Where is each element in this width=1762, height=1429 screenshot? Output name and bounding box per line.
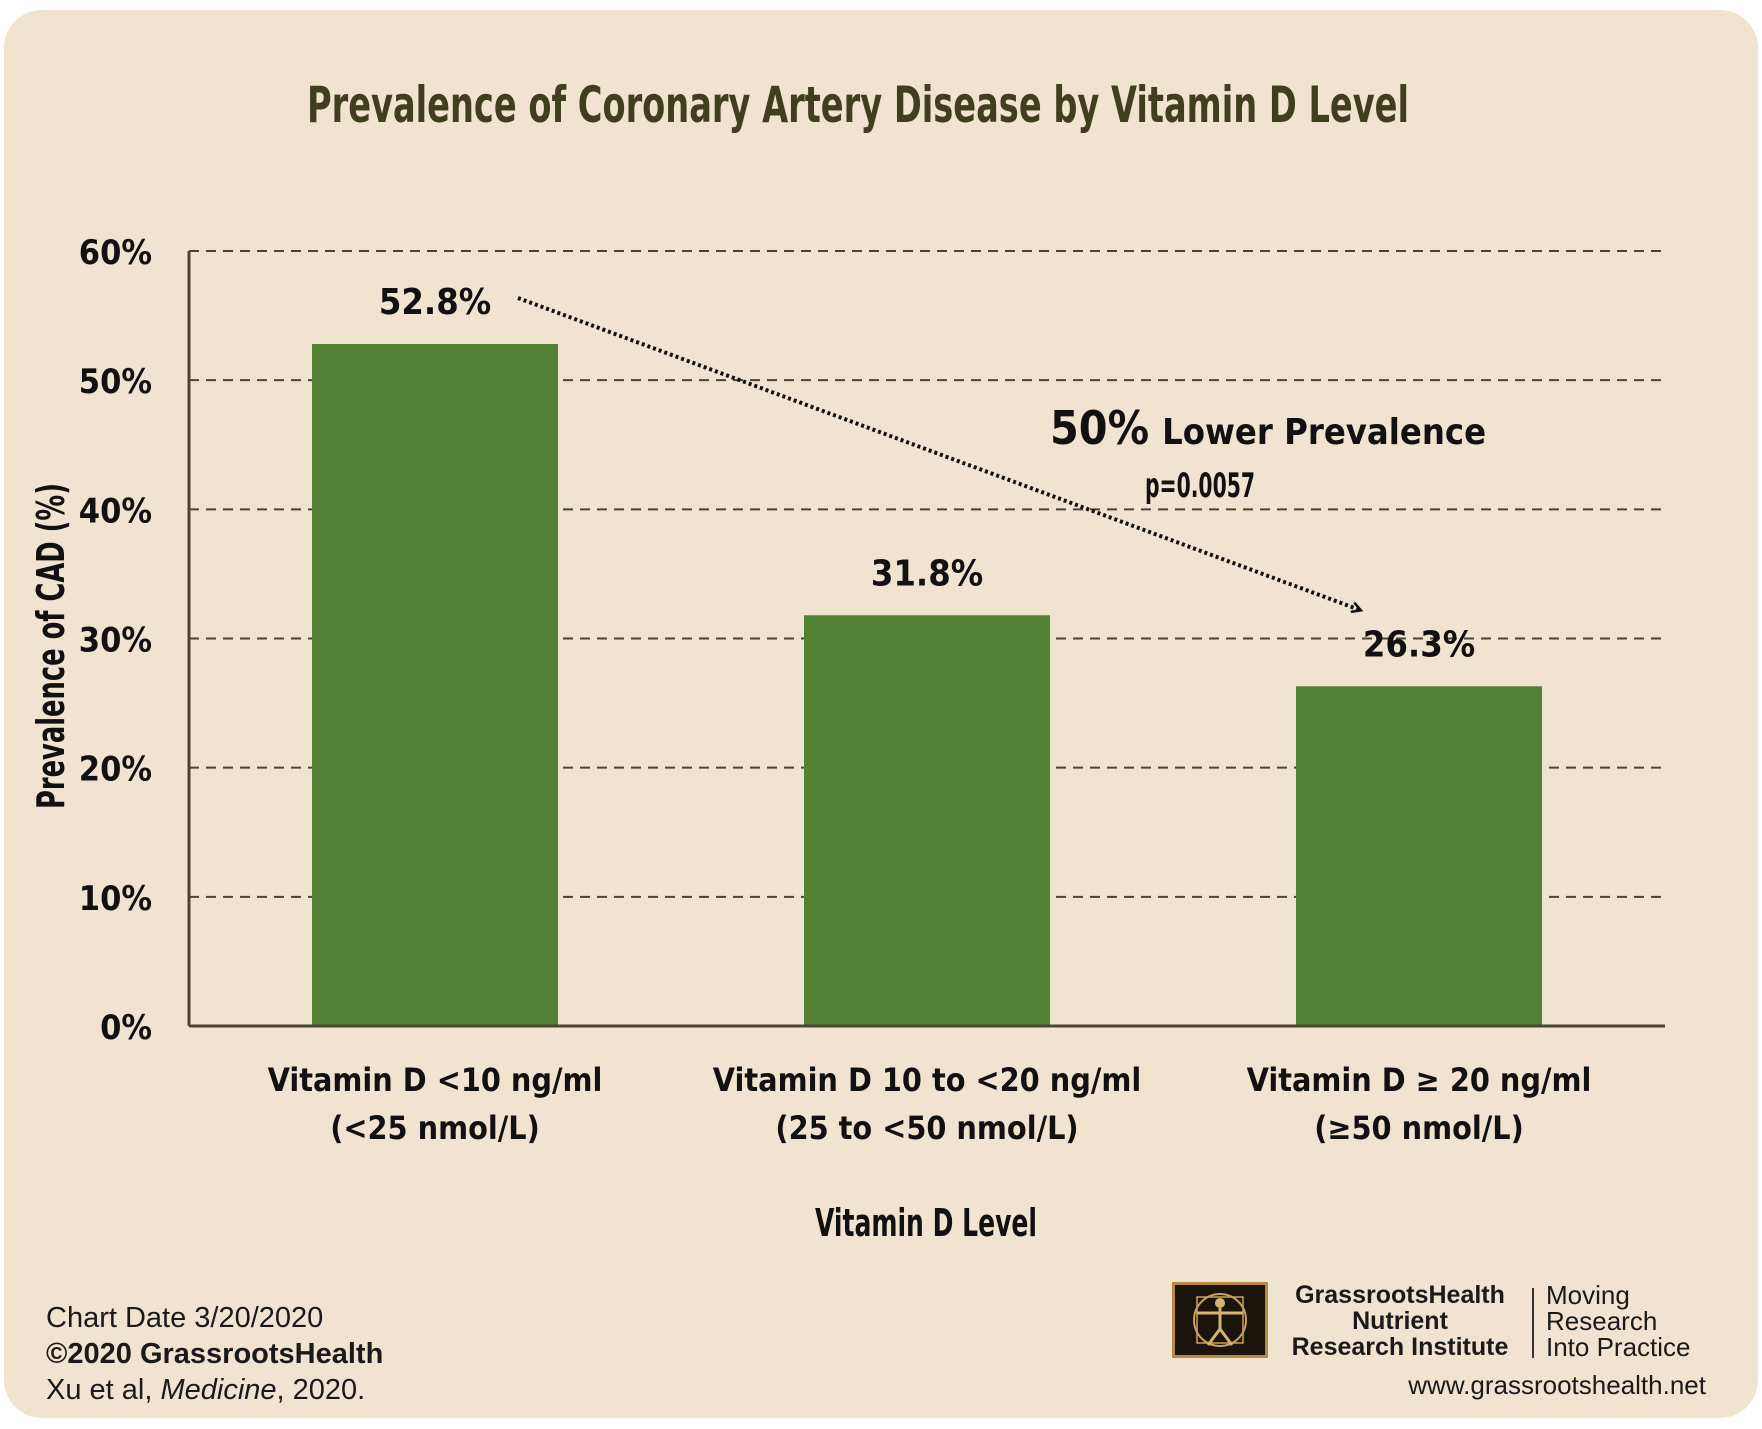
- grassrootshealth-logo: GrassrootsHealth Nutrient Research Insti…: [1172, 1282, 1732, 1402]
- citation-journal: Medicine: [160, 1374, 277, 1406]
- logo-divider: [1532, 1288, 1534, 1358]
- x-category-sublabel: (25 to <50 nmol/L): [775, 1109, 1078, 1147]
- x-category-label: Vitamin D 10 to <20 ng/ml: [713, 1061, 1141, 1099]
- x-category-labels: Vitamin D <10 ng/ml (<25 nmol/L) Vitamin D…: [268, 1061, 1592, 1147]
- chart-title: Prevalence of Coronary Artery Disease by…: [307, 76, 1409, 134]
- citation: Xu et al, Medicine, 2020.: [46, 1374, 366, 1406]
- x-category-sublabel: (<25 nmol/L): [330, 1109, 540, 1147]
- data-label: 31.8%: [871, 553, 983, 594]
- bar: [312, 344, 558, 1026]
- y-tick-label: 50%: [79, 362, 152, 402]
- x-category-label: Vitamin D <10 ng/ml: [268, 1061, 603, 1099]
- bar: [1296, 686, 1542, 1026]
- logo-tagline: Moving Research Into Practice: [1546, 1280, 1691, 1362]
- y-axis-label: Prevalence of CAD (%): [29, 483, 73, 809]
- annotation-p-value: p=0.0057: [1145, 466, 1255, 506]
- y-tick-label: 0%: [100, 1008, 152, 1048]
- annotation-big: 50%: [1050, 401, 1149, 455]
- bar: [804, 615, 1050, 1026]
- y-tick-label: 20%: [79, 750, 152, 790]
- copyright: ©2020 GrassrootsHealth: [46, 1338, 384, 1370]
- x-category-sublabel: (≥50 nmol/L): [1314, 1109, 1524, 1147]
- annotation-lower-prevalence: 50% Lower Prevalence: [1050, 401, 1486, 455]
- x-axis-label: Vitamin D Level: [815, 1201, 1037, 1245]
- logo-name: GrassrootsHealth Nutrient Research Insti…: [1291, 1281, 1509, 1361]
- chart-date: Chart Date 3/20/2020: [46, 1302, 324, 1334]
- vitruvian-man-icon: [1172, 1282, 1268, 1358]
- data-label: 52.8%: [379, 282, 491, 323]
- y-tick-label: 40%: [79, 491, 152, 531]
- x-category-label: Vitamin D ≥ 20 ng/ml: [1247, 1061, 1592, 1099]
- annotation-text: Lower Prevalence: [1162, 412, 1486, 453]
- data-label: 26.3%: [1363, 624, 1475, 665]
- y-tick-label: 30%: [79, 621, 152, 661]
- chart-footer: Chart Date 3/20/2020 ©2020 GrassrootsHea…: [46, 1300, 383, 1408]
- website-url[interactable]: www.grassrootshealth.net: [1408, 1370, 1706, 1400]
- y-tick-labels: 0% 10% 20% 30% 40% 50% 60%: [79, 233, 152, 1048]
- y-tick-label: 60%: [79, 233, 152, 273]
- data-labels: 52.8% 31.8% 26.3%: [379, 282, 1475, 665]
- bars: [312, 344, 1542, 1026]
- y-tick-label: 10%: [79, 879, 152, 919]
